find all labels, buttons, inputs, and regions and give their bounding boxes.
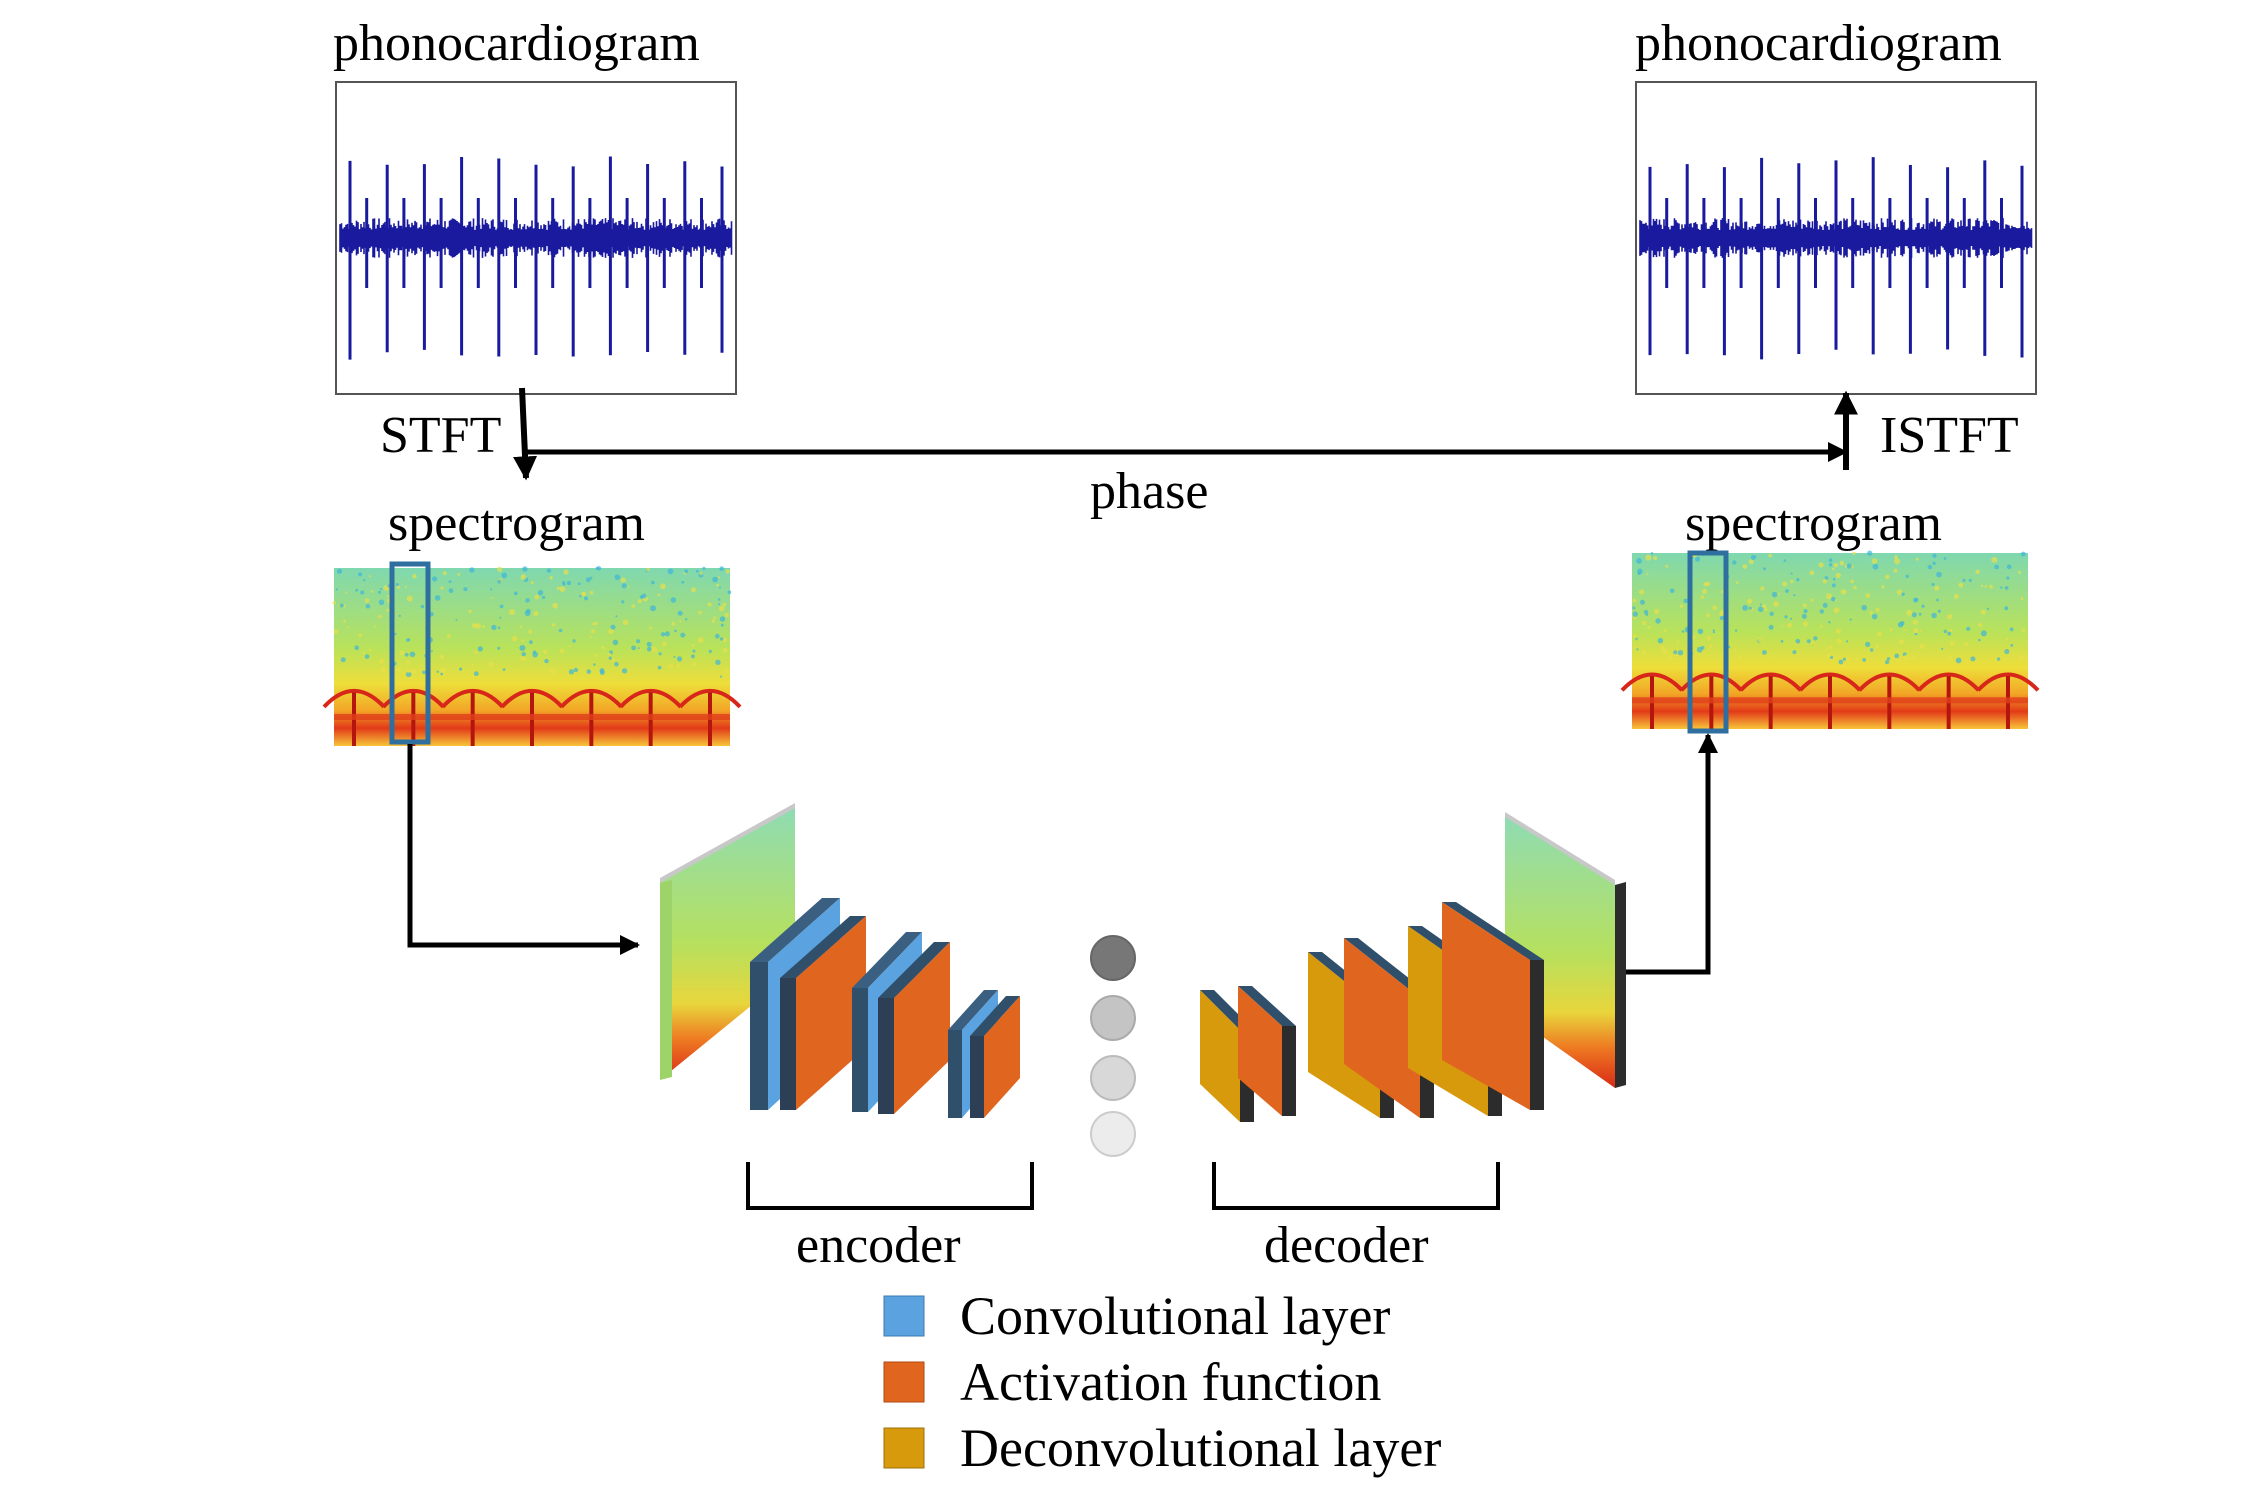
decoder-layers xyxy=(1200,902,1544,1122)
output-spectrogram xyxy=(1620,550,2040,734)
encoder-activation-layer xyxy=(970,996,1020,1118)
encoder-activation-layer xyxy=(780,916,866,1110)
decoder-bracket xyxy=(1212,1162,1500,1210)
legend-swatch xyxy=(883,1361,925,1403)
encoder-activation-layer xyxy=(878,942,950,1114)
legend-swatch xyxy=(883,1427,925,1469)
input-waveform xyxy=(339,156,733,360)
input-phonocardiogram-label: phonocardiogram xyxy=(333,15,700,72)
bottleneck-node xyxy=(1090,995,1136,1041)
input-to-network-arrow xyxy=(407,744,640,955)
decoder-label: decoder xyxy=(1264,1217,1429,1274)
input-spectrogram-label: spectrogram xyxy=(388,495,645,552)
encoder-bracket xyxy=(746,1162,1034,1210)
input-waveform-panel xyxy=(335,81,737,395)
output-spectrogram-label: spectrogram xyxy=(1685,495,1942,552)
stft-label: STFT xyxy=(380,407,501,464)
legend-swatch xyxy=(883,1295,925,1337)
bottleneck-node xyxy=(1090,1055,1136,1101)
bottleneck xyxy=(1090,935,1136,1157)
bottleneck-node xyxy=(1090,935,1136,981)
legend-label: Deconvolutional layer xyxy=(960,1418,1441,1478)
output-phonocardiogram-label: phonocardiogram xyxy=(1635,15,2002,72)
output-waveform xyxy=(1639,157,2033,360)
legend-label: Convolutional layer xyxy=(960,1286,1390,1346)
decoder-activation-layer xyxy=(1442,902,1544,1110)
encoder-layers xyxy=(750,898,1020,1118)
stft-arrow xyxy=(513,387,538,481)
phase-label: phase xyxy=(1090,463,1208,520)
encoder-label: encoder xyxy=(796,1217,961,1274)
output-spectrogram-window xyxy=(1687,550,1729,734)
input-spectrogram xyxy=(322,561,742,746)
legend-label: Activation function xyxy=(960,1352,1381,1412)
input-feature-map xyxy=(660,803,795,1080)
bottleneck-node xyxy=(1090,1111,1136,1157)
istft-label: ISTFT xyxy=(1880,407,2019,464)
output-waveform-panel xyxy=(1635,81,2037,395)
decoder-activation-layer xyxy=(1238,986,1296,1116)
legend: Convolutional layer Activation function … xyxy=(883,1286,1441,1478)
input-spectrogram-window xyxy=(389,561,431,745)
network-to-output-arrow xyxy=(1626,733,1718,975)
